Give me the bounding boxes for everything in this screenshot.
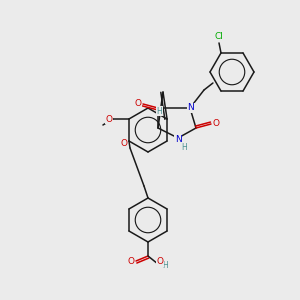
Text: O: O [121, 140, 128, 148]
Text: O: O [105, 115, 112, 124]
Text: O: O [128, 256, 134, 266]
Text: N: N [188, 103, 194, 112]
Text: O: O [134, 100, 142, 109]
Text: N: N [175, 136, 182, 145]
Text: H: H [162, 260, 168, 269]
Text: H: H [181, 142, 187, 152]
Text: O: O [212, 119, 220, 128]
Text: O: O [157, 257, 164, 266]
Text: Cl: Cl [214, 32, 224, 41]
Text: H: H [156, 106, 162, 116]
